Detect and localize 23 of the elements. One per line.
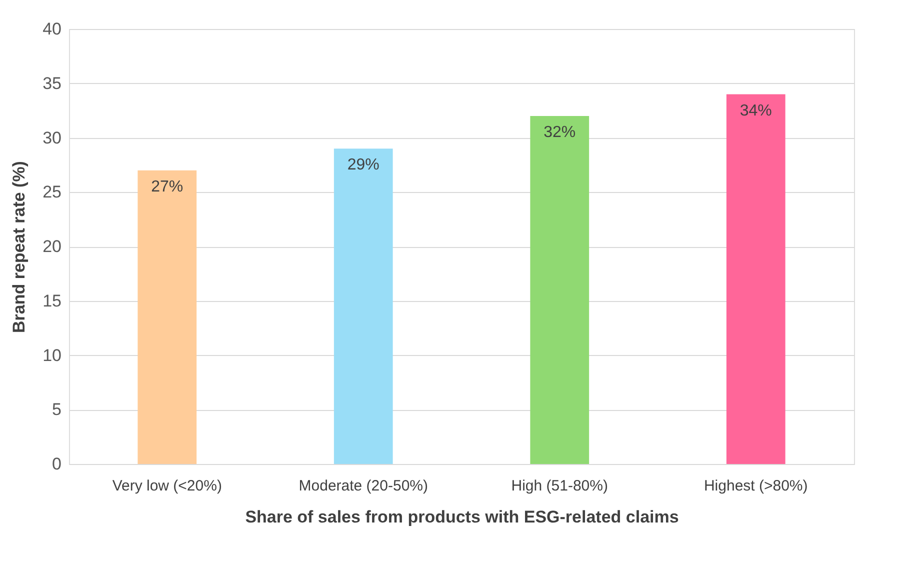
x-tick-label: Highest (>80%) xyxy=(704,478,808,494)
y-axis-title: Brand repeat rate (%) xyxy=(10,161,29,333)
y-tick-label: 0 xyxy=(52,454,62,474)
y-tick-label: 5 xyxy=(52,400,62,420)
data-label: 32% xyxy=(544,124,576,141)
y-tick-label: 30 xyxy=(42,128,62,148)
y-tick-label: 25 xyxy=(42,182,62,202)
x-axis-title: Share of sales from products with ESG-related claims xyxy=(245,508,679,526)
y-tick-label: 40 xyxy=(42,20,62,38)
data-label: 29% xyxy=(347,156,380,174)
y-tick-label: 15 xyxy=(42,291,62,310)
y-tick-label: 10 xyxy=(42,346,62,365)
x-tick-label: High (51-80%) xyxy=(511,478,608,494)
bar xyxy=(138,170,197,464)
y-tick-label: 20 xyxy=(42,237,62,256)
x-tick-label: Moderate (20-50%) xyxy=(298,478,428,494)
data-label: 27% xyxy=(151,178,184,196)
y-tick-label: 35 xyxy=(42,74,62,93)
data-label: 34% xyxy=(740,102,772,120)
bar xyxy=(530,116,590,464)
bar xyxy=(334,148,393,464)
bar xyxy=(726,94,786,464)
x-tick-label: Very low (<20%) xyxy=(112,478,222,494)
